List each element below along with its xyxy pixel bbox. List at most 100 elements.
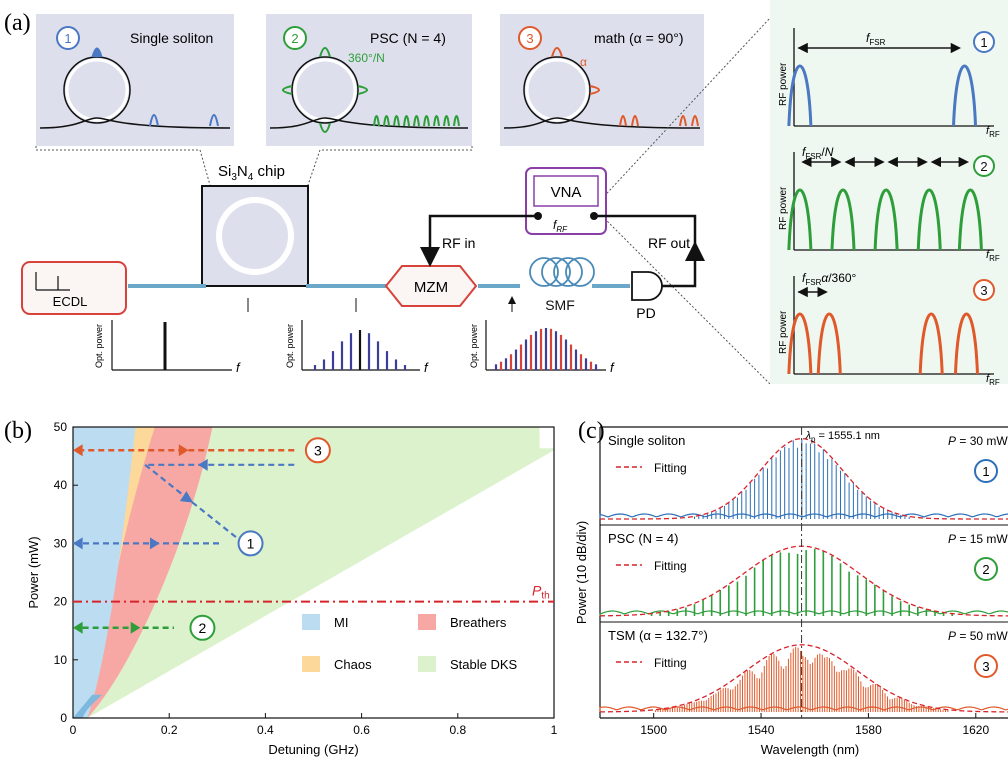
x-tick-label: 0.4 xyxy=(257,723,274,737)
mzm-label: MZM xyxy=(414,279,448,296)
rf-xlabel: fRF xyxy=(986,249,1000,263)
pump-label: λp = 1555.1 nm xyxy=(805,430,880,444)
spectrum-trace-3: TSM (α = 132.7°) Fitting P = 50 mW 3 xyxy=(599,628,1008,713)
rf-xlabel: fRF xyxy=(986,125,1000,139)
x-tick-label: 0.2 xyxy=(161,723,178,737)
trajectory-1-arrowhead xyxy=(179,491,194,503)
rf-xlabel: fRF xyxy=(986,373,1000,387)
x-tick-label: 0.8 xyxy=(449,723,466,737)
y-tick-label: 30 xyxy=(54,536,68,550)
legend-label: Breathers xyxy=(450,615,507,630)
region-chaos xyxy=(111,427,155,602)
rf-ylabel: RF power xyxy=(778,186,789,230)
x-axis-label: Wavelength (nm) xyxy=(761,742,860,757)
trace-badge xyxy=(974,654,998,678)
chip-label: Si3N4 chip xyxy=(218,163,285,183)
trajectory-badge xyxy=(189,614,216,641)
legend-swatch xyxy=(302,656,320,672)
trajectory-badge xyxy=(304,437,331,464)
trace-name: PSC (N = 4) xyxy=(608,531,678,546)
mzm-modulator: MZM xyxy=(384,265,478,307)
ecdl-label: ECDL xyxy=(53,294,88,309)
fitting-curve xyxy=(599,437,1008,520)
trace-name: Single soliton xyxy=(608,433,685,448)
rf-label-ffsr-alpha: fFSRα/360° xyxy=(802,271,857,287)
spectrum-trace-2: PSC (N = 4) Fitting P = 15 mW 2 xyxy=(599,531,1008,617)
opt-spectrum-2: Opt. power f xyxy=(285,320,429,375)
x-axis-label: Detuning (GHz) xyxy=(268,742,358,757)
fitting-curve xyxy=(599,545,1008,617)
inset3-title: math (α = 90°) xyxy=(594,30,684,46)
inset-psc: 2 PSC (N = 4) 360°/N xyxy=(266,14,472,146)
legend-swatch xyxy=(418,656,436,672)
y-axis-label: Power (mW) xyxy=(26,536,41,608)
svg-text:3: 3 xyxy=(980,283,987,298)
trace-badge xyxy=(974,557,998,581)
svg-text:f: f xyxy=(610,360,615,375)
svg-text:Opt. power: Opt. power xyxy=(94,324,104,368)
svg-text:1: 1 xyxy=(64,31,71,46)
legend-label: MI xyxy=(334,615,348,630)
vna-analyzer: VNA fRF xyxy=(525,167,607,235)
rf-peak xyxy=(873,188,899,251)
trace-power: P = 50 mW xyxy=(948,629,1008,643)
legend-label: Chaos xyxy=(334,657,372,672)
y-tick-label: 50 xyxy=(54,420,68,434)
rf-label-ffsr: fFSR xyxy=(866,31,886,47)
trace-power: P = 15 mW xyxy=(948,532,1008,546)
trajectory-2-arrowhead xyxy=(73,621,83,634)
photodetector: PD xyxy=(631,271,663,321)
rf-peak xyxy=(787,64,813,127)
svg-text:VNA: VNA xyxy=(551,184,582,201)
y-tick-label: 40 xyxy=(54,478,68,492)
threshold-label: Pth xyxy=(532,583,550,602)
fitting-legend: Fitting xyxy=(654,461,687,475)
rf-number-badge xyxy=(973,155,995,177)
panel-c-label: (c) xyxy=(578,418,605,444)
panel-a-label: (a) xyxy=(4,10,31,36)
region-stable-dks xyxy=(87,427,555,718)
y-tick-label: 20 xyxy=(54,595,68,609)
svg-text:1: 1 xyxy=(980,35,987,50)
rf-in-label: RF in xyxy=(442,235,475,251)
rf-peak xyxy=(816,312,842,375)
rf-label-ffsr-n: fFSR/N xyxy=(802,145,834,161)
rf-spectrum-3: RF power fRF 3 fFSRα/360° xyxy=(778,271,1000,387)
svg-text:2: 2 xyxy=(980,159,987,174)
x-tick-label: 0 xyxy=(70,723,77,737)
trajectory-badge xyxy=(237,530,264,557)
spectra-chart: 1500 1540 1580 1620 Wavelength (nm) Power (10… xyxy=(574,426,1008,757)
svg-text:2: 2 xyxy=(291,31,298,46)
inset3-angle: α xyxy=(580,55,587,69)
trace-badge-label: 3 xyxy=(982,659,989,674)
rf-number-badge xyxy=(973,31,995,53)
x-tick-label: 1580 xyxy=(855,723,882,737)
rf-ylabel: RF power xyxy=(778,310,789,354)
rf-spectrum-2: RF power fRF 2 fFSR/N xyxy=(778,145,1000,263)
opt-spectrum-1: Opt. power f xyxy=(94,320,241,375)
rf-ylabel: RF power xyxy=(778,62,789,106)
inset2-angle: 360°/N xyxy=(348,51,385,65)
trajectory-badge-label: 3 xyxy=(314,442,322,458)
trace-badge-label: 2 xyxy=(982,562,989,577)
x-tick-label: 1540 xyxy=(748,723,775,737)
trajectory-3-arrowhead xyxy=(73,444,83,457)
svg-text:f: f xyxy=(424,360,429,375)
y-tick-label: 10 xyxy=(54,653,68,667)
inset1-title: Single soliton xyxy=(130,30,213,46)
spectrum-trace-1: Single soliton Fitting P = 30 mW 1 xyxy=(599,433,1008,520)
smf-coil: SMF xyxy=(529,257,595,313)
rf-peak xyxy=(787,312,813,375)
rf-peak xyxy=(953,312,979,375)
fitting-legend: Fitting xyxy=(654,559,687,573)
rf-peak xyxy=(957,188,983,251)
rf-number-badge xyxy=(973,279,995,301)
panel-b-label: (b) xyxy=(4,418,32,444)
svg-text:Opt. power: Opt. power xyxy=(285,324,295,368)
fitting-curve xyxy=(599,644,1008,713)
rf-out-label: RF out xyxy=(648,235,690,251)
fitting-legend: Fitting xyxy=(654,656,687,670)
trajectory-1-arrowhead xyxy=(73,537,83,550)
region-mi xyxy=(73,427,136,718)
